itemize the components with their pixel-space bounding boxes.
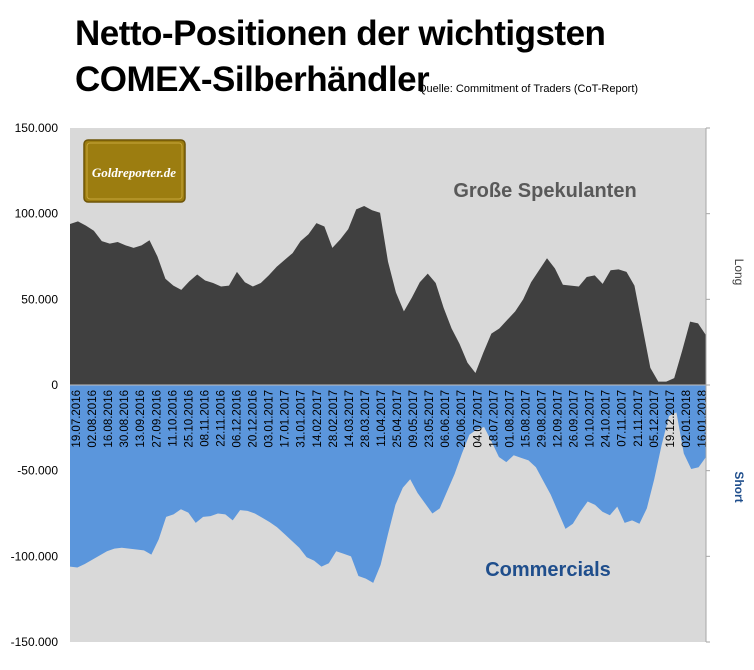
x-tick-label: 03.01.2017	[264, 390, 276, 448]
x-tick-label: 14.02.2017	[312, 390, 324, 448]
x-tick-label: 07.11.2017	[617, 390, 629, 447]
long-series-label: Große Spekulanten	[453, 180, 636, 202]
y-tick-label: -150.000	[11, 635, 59, 649]
x-tick-label: 09.05.2017	[408, 390, 420, 448]
short-series-area	[70, 385, 706, 583]
logo: Goldreporter.de	[83, 139, 186, 203]
x-tick-label: 02.01.2018	[681, 390, 693, 448]
y-tick-label: 0	[51, 378, 58, 392]
x-tick-label: 19.07.2016	[71, 390, 83, 448]
x-tick-label: 16.01.2018	[697, 390, 709, 448]
x-tick-label: 30.08.2016	[119, 390, 131, 448]
x-tick-label: 27.09.2016	[151, 390, 163, 448]
x-tick-label: 06.06.2017	[440, 390, 452, 448]
x-tick-label: 15.08.2017	[520, 390, 532, 448]
y-tick-label: -100.000	[11, 549, 59, 563]
x-tick-label: 25.04.2017	[392, 390, 404, 448]
x-tick-label: 19.12.2017	[665, 390, 677, 448]
short-side-label: Short	[732, 471, 746, 502]
x-tick-label: 10.10.2017	[585, 390, 597, 448]
long-side-label: Long	[732, 259, 746, 286]
x-tick-label: 13.09.2016	[135, 390, 147, 448]
x-tick-label: 23.05.2017	[424, 390, 436, 448]
source-note: Quelle: Commitment of Traders (CoT-Repor…	[418, 83, 639, 95]
x-tick-label: 26.09.2017	[569, 390, 581, 448]
x-tick-label: 05.12.2017	[649, 390, 661, 448]
x-tick-label: 18.07.2017	[488, 390, 500, 448]
x-tick-label: 04.07.2017	[472, 390, 484, 448]
x-tick-label: 08.11.2016	[199, 390, 211, 447]
x-tick-label: 01.08.2017	[504, 390, 516, 448]
x-tick-label: 28.03.2017	[360, 390, 372, 448]
short-series-label: Commercials	[485, 559, 611, 581]
x-tick-label: 11.10.2016	[167, 390, 179, 447]
x-tick-label: 14.03.2017	[344, 390, 356, 448]
y-tick-label: 50.000	[21, 292, 58, 306]
x-tick-label: 28.02.2017	[328, 390, 340, 448]
x-tick-label: 17.01.2017	[280, 390, 292, 448]
y-tick-label: 150.000	[15, 121, 59, 135]
x-tick-label: 12.09.2017	[553, 390, 565, 448]
x-tick-label: 20.06.2017	[456, 390, 468, 448]
chart-title-line-1: Netto-Positionen der wichtigsten	[75, 14, 606, 53]
x-tick-label: 02.08.2016	[87, 390, 99, 448]
x-tick-label: 22.11.2016	[216, 390, 228, 447]
x-tick-label: 16.08.2016	[103, 390, 115, 448]
y-tick-label: -50.000	[17, 464, 58, 478]
x-tick-label: 29.08.2017	[537, 390, 549, 448]
x-tick-label: 20.12.2016	[248, 390, 260, 448]
x-tick-label: 24.10.2017	[601, 390, 613, 448]
x-tick-label: 31.01.2017	[296, 390, 308, 448]
long-series-area	[70, 205, 706, 385]
x-tick-label: 11.04.2017	[376, 390, 388, 447]
x-tick-label: 21.11.2017	[633, 390, 645, 447]
x-tick-label: 25.10.2016	[183, 390, 195, 448]
logo-text: Goldreporter.de	[92, 165, 176, 180]
y-tick-label: 100.000	[15, 207, 59, 221]
chart-title-line-2: COMEX-Silberhändler	[75, 60, 430, 99]
x-tick-label: 06.12.2016	[232, 390, 244, 448]
